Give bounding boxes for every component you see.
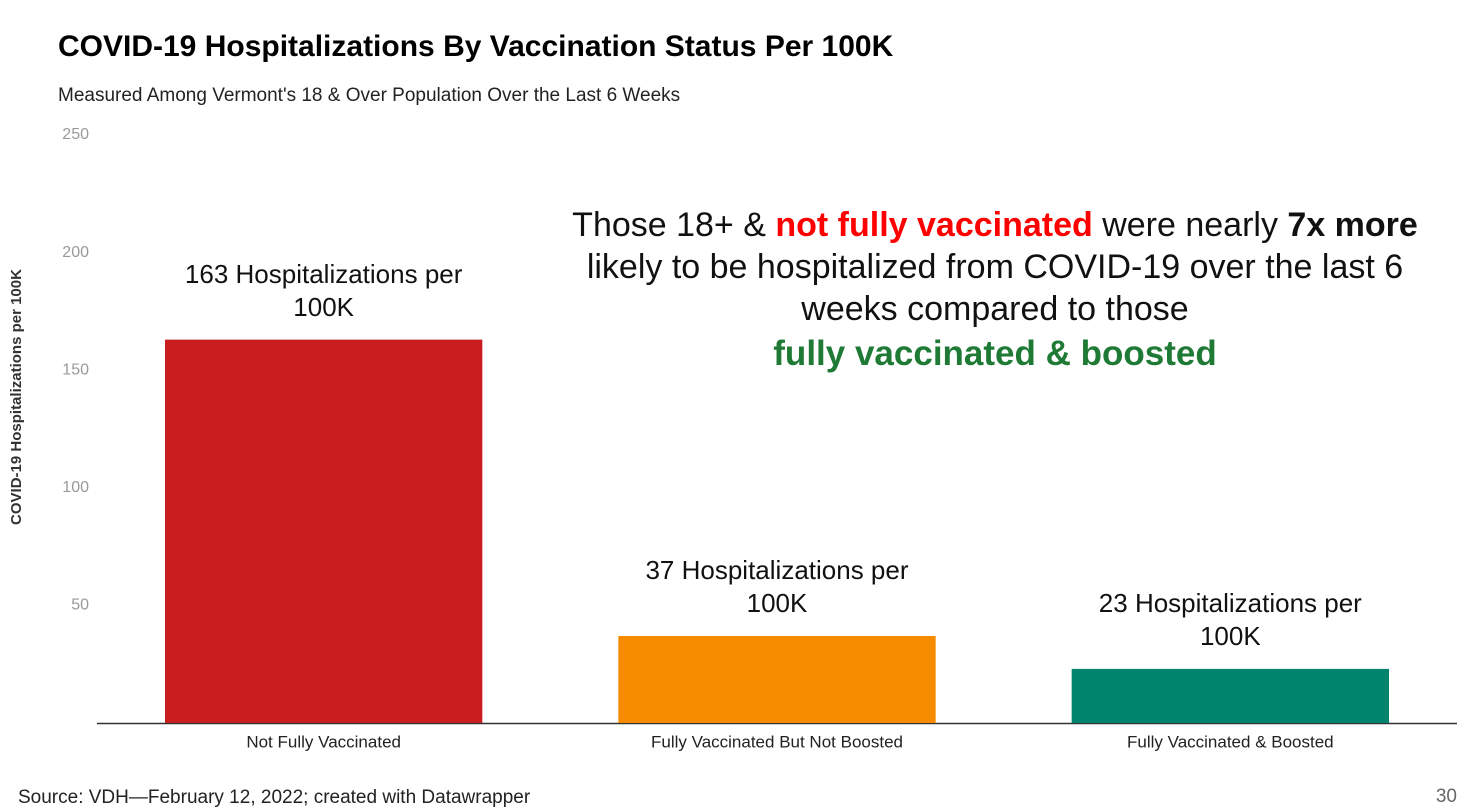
y-axis-label: COVID-19 Hospitalizations per 100K [8,269,25,525]
bar [618,635,936,723]
annotation-segment: were nearly [1092,206,1288,244]
value-label: 37 Hospitalizations per 100K [645,554,909,618]
y-tick-label: 100 [62,479,89,496]
y-tick-label: 250 [62,126,89,143]
annotation-segment: Those 18+ & [572,206,776,244]
bar [1071,668,1389,723]
x-tick-label: Fully Vaccinated & Boosted [1127,732,1334,751]
chart-subtitle: Measured Among Vermont's 18 & Over Popul… [58,85,680,106]
source: Source: VDH—February 12, 2022; created w… [18,787,531,808]
y-tick-label: 150 [62,361,89,378]
value-label: 163 Hospitalizations per 100K [184,258,463,322]
annotation-segment: not fully vaccinated [775,206,1093,244]
x-tick-label: Fully Vaccinated But Not Boosted [651,732,903,751]
y-tick-label: 50 [71,597,89,614]
page-number: 30 [1436,786,1457,807]
value-label: 23 Hospitalizations per 100K [1098,587,1362,651]
annotation: Those 18+ & not fully vaccinated were ne… [560,204,1430,375]
bar [165,339,483,723]
y-tick-label: 200 [62,244,89,261]
annotation-segment: likely to be hospitalized from COVID-19 … [586,248,1404,328]
annotation-segment: 7x more [1287,206,1418,244]
annotation-segment: fully vaccinated & boosted [773,334,1217,373]
chart-title: COVID-19 Hospitalizations By Vaccination… [58,30,894,63]
x-tick-label: Not Fully Vaccinated [246,732,401,751]
